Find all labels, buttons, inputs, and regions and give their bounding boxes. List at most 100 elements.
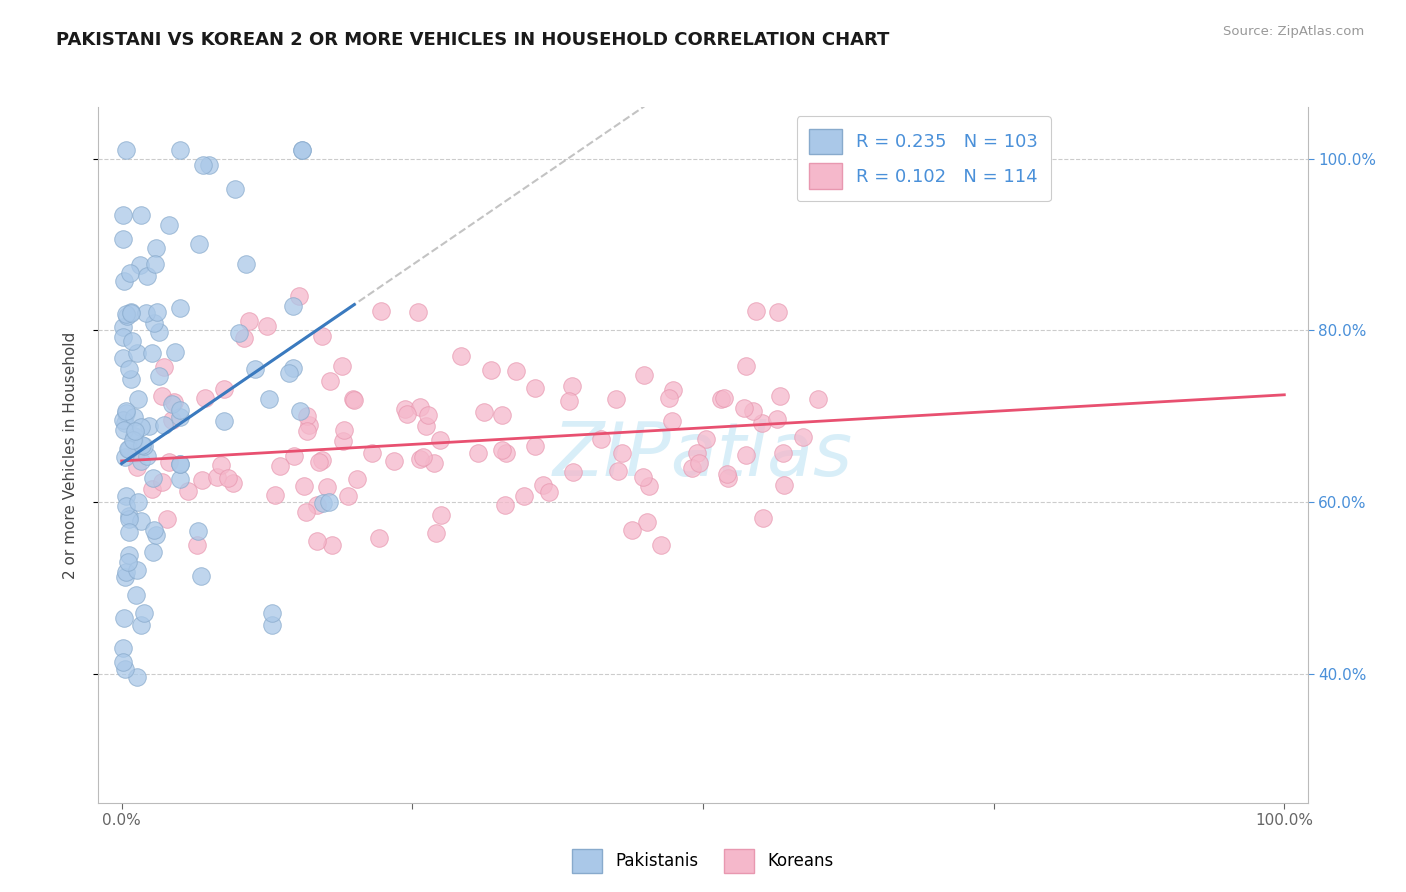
Point — [481, 363, 503, 377]
Point — [142, 470, 165, 484]
Point — [217, 471, 239, 485]
Point — [260, 618, 283, 632]
Point — [148, 368, 170, 383]
Point — [260, 606, 283, 620]
Point — [589, 432, 612, 446]
Point — [221, 475, 243, 490]
Point — [120, 306, 142, 320]
Point — [319, 374, 342, 388]
Point — [177, 484, 200, 499]
Point — [396, 407, 419, 421]
Point — [318, 495, 340, 509]
Point — [394, 401, 416, 416]
Point — [112, 611, 135, 625]
Point — [169, 301, 191, 315]
Point — [772, 446, 794, 460]
Point — [295, 409, 318, 424]
Point — [337, 490, 360, 504]
Point — [491, 409, 513, 423]
Point — [346, 472, 368, 486]
Point — [412, 450, 434, 464]
Point — [717, 471, 740, 485]
Point — [531, 478, 554, 492]
Point — [415, 419, 437, 434]
Point — [513, 489, 536, 503]
Point — [291, 143, 314, 157]
Point — [298, 418, 321, 433]
Point — [157, 454, 180, 468]
Point — [129, 514, 152, 528]
Point — [125, 446, 148, 460]
Point — [111, 320, 134, 334]
Point — [160, 397, 183, 411]
Point — [117, 524, 139, 539]
Point — [305, 498, 328, 512]
Point — [114, 662, 136, 676]
Point — [558, 394, 581, 409]
Point — [505, 363, 527, 377]
Point — [136, 268, 159, 283]
Point — [769, 389, 792, 403]
Point — [243, 362, 266, 376]
Point — [122, 428, 145, 442]
Point — [269, 458, 291, 473]
Point — [295, 424, 318, 438]
Point — [638, 479, 661, 493]
Point — [145, 527, 167, 541]
Point — [124, 424, 146, 438]
Point — [115, 499, 138, 513]
Point — [169, 457, 191, 471]
Point — [117, 555, 139, 569]
Point — [370, 304, 392, 318]
Point — [142, 545, 165, 559]
Point — [112, 413, 135, 427]
Point — [430, 508, 453, 522]
Point — [467, 446, 489, 460]
Point — [409, 401, 432, 415]
Point — [291, 143, 314, 157]
Point — [129, 454, 152, 468]
Point — [163, 395, 186, 409]
Point — [127, 459, 149, 474]
Point — [111, 329, 134, 343]
Point — [621, 523, 644, 537]
Point — [122, 433, 145, 447]
Point — [129, 419, 152, 434]
Point — [115, 143, 138, 157]
Point — [686, 446, 709, 460]
Point — [382, 454, 405, 468]
Point — [112, 231, 135, 245]
Point — [146, 304, 169, 318]
Point — [523, 381, 546, 395]
Point — [115, 307, 138, 321]
Point — [112, 274, 135, 288]
Point — [160, 412, 183, 426]
Point — [278, 367, 301, 381]
Point — [562, 465, 585, 479]
Point — [605, 392, 627, 407]
Point — [321, 538, 343, 552]
Point — [131, 438, 153, 452]
Point — [311, 453, 333, 467]
Point — [360, 446, 382, 460]
Point — [658, 392, 681, 406]
Point — [190, 568, 212, 582]
Point — [129, 618, 152, 632]
Point — [141, 346, 163, 360]
Point — [472, 405, 495, 419]
Point — [187, 236, 209, 251]
Point — [283, 450, 305, 464]
Point — [169, 457, 191, 471]
Point — [450, 349, 472, 363]
Point — [330, 359, 353, 373]
Point — [792, 430, 814, 444]
Point — [118, 512, 141, 526]
Point — [153, 359, 176, 374]
Point — [212, 382, 235, 396]
Point — [294, 505, 316, 519]
Point — [305, 534, 328, 549]
Point — [292, 479, 315, 493]
Point — [114, 570, 136, 584]
Point — [751, 416, 773, 430]
Point — [235, 257, 257, 271]
